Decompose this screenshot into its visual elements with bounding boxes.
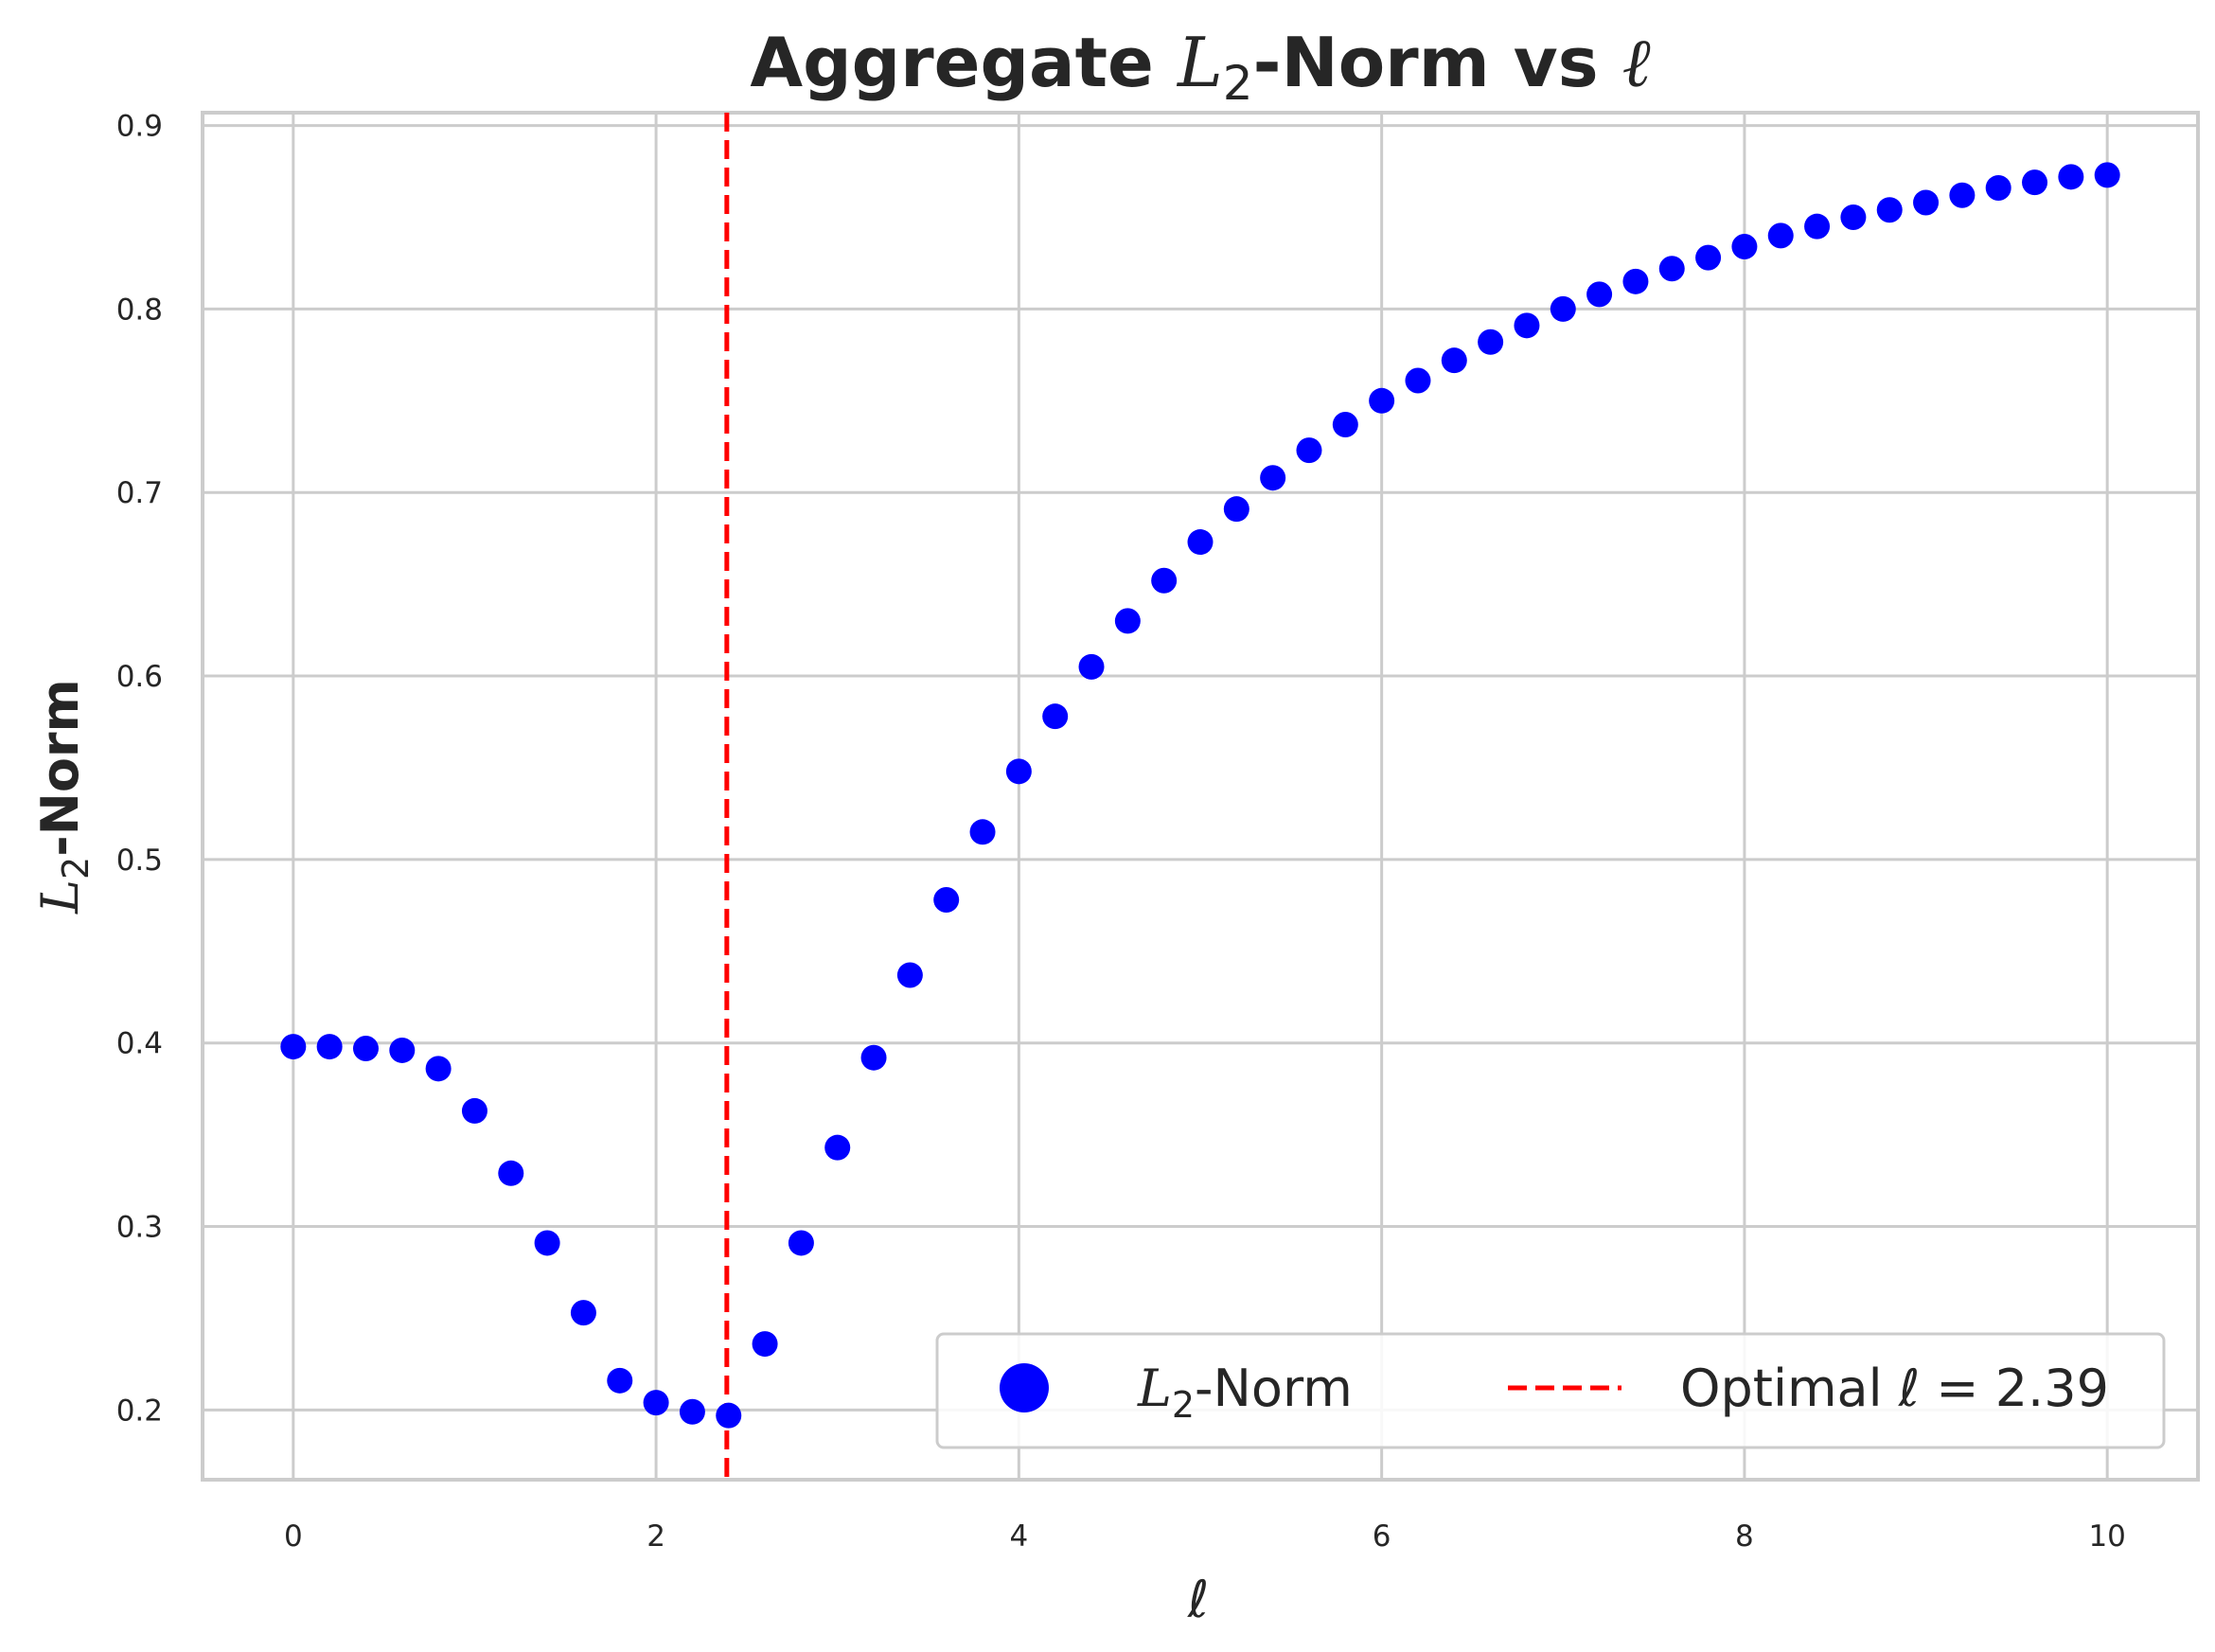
grid bbox=[203, 113, 2198, 1480]
data-point bbox=[1260, 465, 1286, 491]
data-point bbox=[1042, 703, 1069, 730]
data-point bbox=[679, 1398, 705, 1425]
x-tick-label: 4 bbox=[1009, 1519, 1028, 1554]
y-axis-label: L2-Norm bbox=[30, 679, 97, 915]
data-point bbox=[1840, 204, 1867, 230]
data-point bbox=[1296, 437, 1322, 464]
data-point bbox=[1405, 367, 1431, 394]
data-point bbox=[824, 1134, 851, 1161]
tick-labels: 0 2 4 6 8 10 0.2 0.3 0.4 0.5 0.6 0.7 0.8 0.9 bbox=[116, 110, 2126, 1554]
data-point bbox=[570, 1300, 596, 1326]
data-point bbox=[1187, 529, 1214, 556]
x-tick-label: 0 bbox=[284, 1519, 303, 1554]
data-point bbox=[1913, 189, 1940, 216]
data-point bbox=[461, 1097, 487, 1124]
data-point bbox=[352, 1036, 379, 1062]
data-point bbox=[534, 1230, 560, 1256]
legend-box bbox=[935, 1332, 2166, 1449]
data-point bbox=[788, 1230, 814, 1256]
y-tick-label: 0.6 bbox=[116, 660, 163, 694]
y-tick-label: 0.8 bbox=[116, 293, 163, 327]
x-tick-label: 10 bbox=[2088, 1519, 2125, 1554]
data-point bbox=[1586, 281, 1613, 308]
data-point bbox=[860, 1044, 887, 1071]
data-point bbox=[1731, 233, 1758, 259]
data-point bbox=[1804, 213, 1831, 240]
data-point bbox=[896, 962, 923, 988]
data-point bbox=[1151, 567, 1178, 594]
data-point bbox=[1622, 268, 1649, 294]
x-tick-label: 6 bbox=[1373, 1519, 1391, 1554]
data-point bbox=[933, 887, 960, 914]
data-point bbox=[280, 1034, 307, 1060]
data-point bbox=[389, 1037, 416, 1063]
legend-label-points: L2-Norm bbox=[1137, 1359, 1353, 1426]
y-tick-label: 0.7 bbox=[116, 476, 163, 510]
data-point bbox=[1658, 256, 1685, 282]
x-tick-label: 2 bbox=[647, 1519, 665, 1554]
y-tick-label: 0.4 bbox=[116, 1027, 163, 1061]
legend: L2-Norm Optimal ℓ = 2.39 bbox=[935, 1332, 2166, 1449]
data-point bbox=[1223, 496, 1249, 523]
data-point bbox=[2022, 169, 2048, 196]
y-tick-label: 0.3 bbox=[116, 1211, 163, 1245]
data-point bbox=[2058, 164, 2084, 190]
y-tick-label: 0.9 bbox=[116, 110, 163, 144]
data-point bbox=[1514, 312, 1540, 339]
data-point bbox=[1876, 197, 1903, 223]
chart-title: Aggregate L2-Norm vs ℓ bbox=[750, 23, 1650, 111]
data-points bbox=[280, 162, 2120, 1429]
data-point bbox=[425, 1056, 452, 1082]
data-point bbox=[2094, 162, 2120, 188]
plot-frame bbox=[201, 111, 2200, 1482]
data-point bbox=[1441, 347, 1467, 374]
data-point bbox=[643, 1390, 669, 1416]
data-point bbox=[1078, 653, 1105, 680]
data-point bbox=[1005, 758, 1032, 785]
data-point bbox=[716, 1402, 742, 1429]
data-point bbox=[1550, 295, 1576, 322]
data-point bbox=[1114, 608, 1141, 634]
x-axis-label: ℓ bbox=[1187, 1570, 1209, 1629]
data-point bbox=[316, 1034, 343, 1060]
data-point bbox=[1695, 244, 1722, 271]
data-point bbox=[752, 1331, 778, 1358]
x-tick-label: 8 bbox=[1735, 1519, 1754, 1554]
data-point bbox=[1985, 174, 2011, 201]
data-point bbox=[1332, 412, 1358, 438]
legend-marker-points bbox=[1000, 1363, 1049, 1412]
data-point bbox=[607, 1367, 633, 1394]
legend-label-optimal: Optimal ℓ = 2.39 bbox=[1680, 1359, 2109, 1418]
data-point bbox=[1478, 329, 1504, 355]
data-point bbox=[1949, 182, 1976, 208]
data-point bbox=[498, 1160, 524, 1186]
data-point bbox=[969, 819, 996, 845]
data-point bbox=[1767, 222, 1794, 249]
y-tick-label: 0.2 bbox=[116, 1394, 163, 1428]
data-point bbox=[1369, 387, 1395, 414]
y-tick-label: 0.5 bbox=[116, 844, 163, 878]
